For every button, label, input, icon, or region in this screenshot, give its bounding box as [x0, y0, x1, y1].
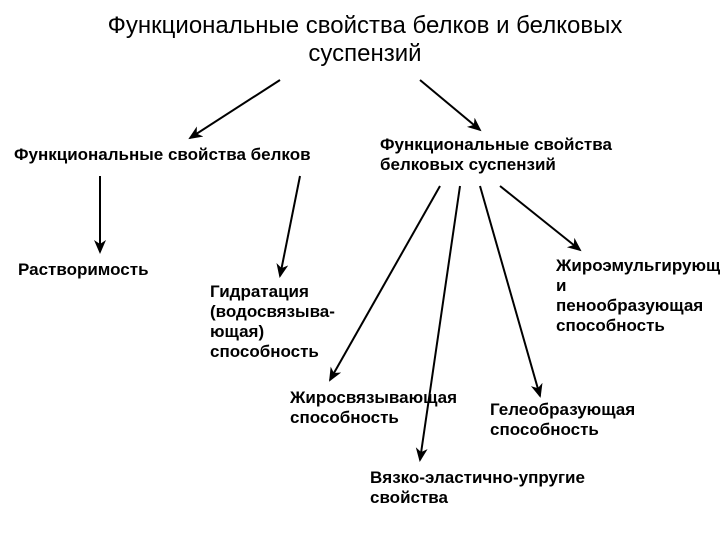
node-gel-forming: Гелеобразующая способность: [490, 400, 670, 440]
node-fat-binding: Жиросвязывающая способность: [290, 388, 440, 428]
node-solubility: Растворимость: [18, 260, 178, 280]
node-text: Гидратация (водосвязыва­ющая) способност…: [210, 282, 335, 361]
arrow-line: [190, 80, 280, 138]
arrow-line: [500, 186, 580, 250]
arrow-line: [420, 80, 480, 130]
node-text: Жироэмульгирующая и пенообразующая спосо…: [556, 256, 720, 335]
arrow-line: [480, 186, 540, 396]
node-right-branch: Функциональные свойства белковых суспенз…: [380, 135, 640, 175]
node-text: Функциональные свойства белков: [14, 145, 311, 164]
node-text: Вязко-эластично-упругие свойства: [370, 468, 585, 507]
node-viscoelastic: Вязко-эластично-упругие свойства: [370, 468, 620, 508]
node-text: Жиросвязывающая способность: [290, 388, 457, 427]
node-text: Растворимость: [18, 260, 149, 279]
node-fat-emulsifying: Жироэмульгирующая и пенообразующая спосо…: [556, 256, 701, 336]
node-left-branch: Функциональные свойства белков: [14, 145, 334, 165]
diagram-title: Функциональные свойства белков и белковы…: [55, 12, 675, 68]
title-text: Функциональные свойства белков и белковы…: [108, 12, 623, 67]
node-text: Гелеобразующая способность: [490, 400, 635, 439]
node-text: Функциональные свойства белковых суспенз…: [380, 135, 612, 174]
diagram-canvas: Функциональные свойства белков и белковы…: [0, 0, 720, 540]
node-hydration: Гидратация (водосвязыва­ющая) способност…: [210, 282, 370, 362]
arrow-line: [280, 176, 300, 276]
